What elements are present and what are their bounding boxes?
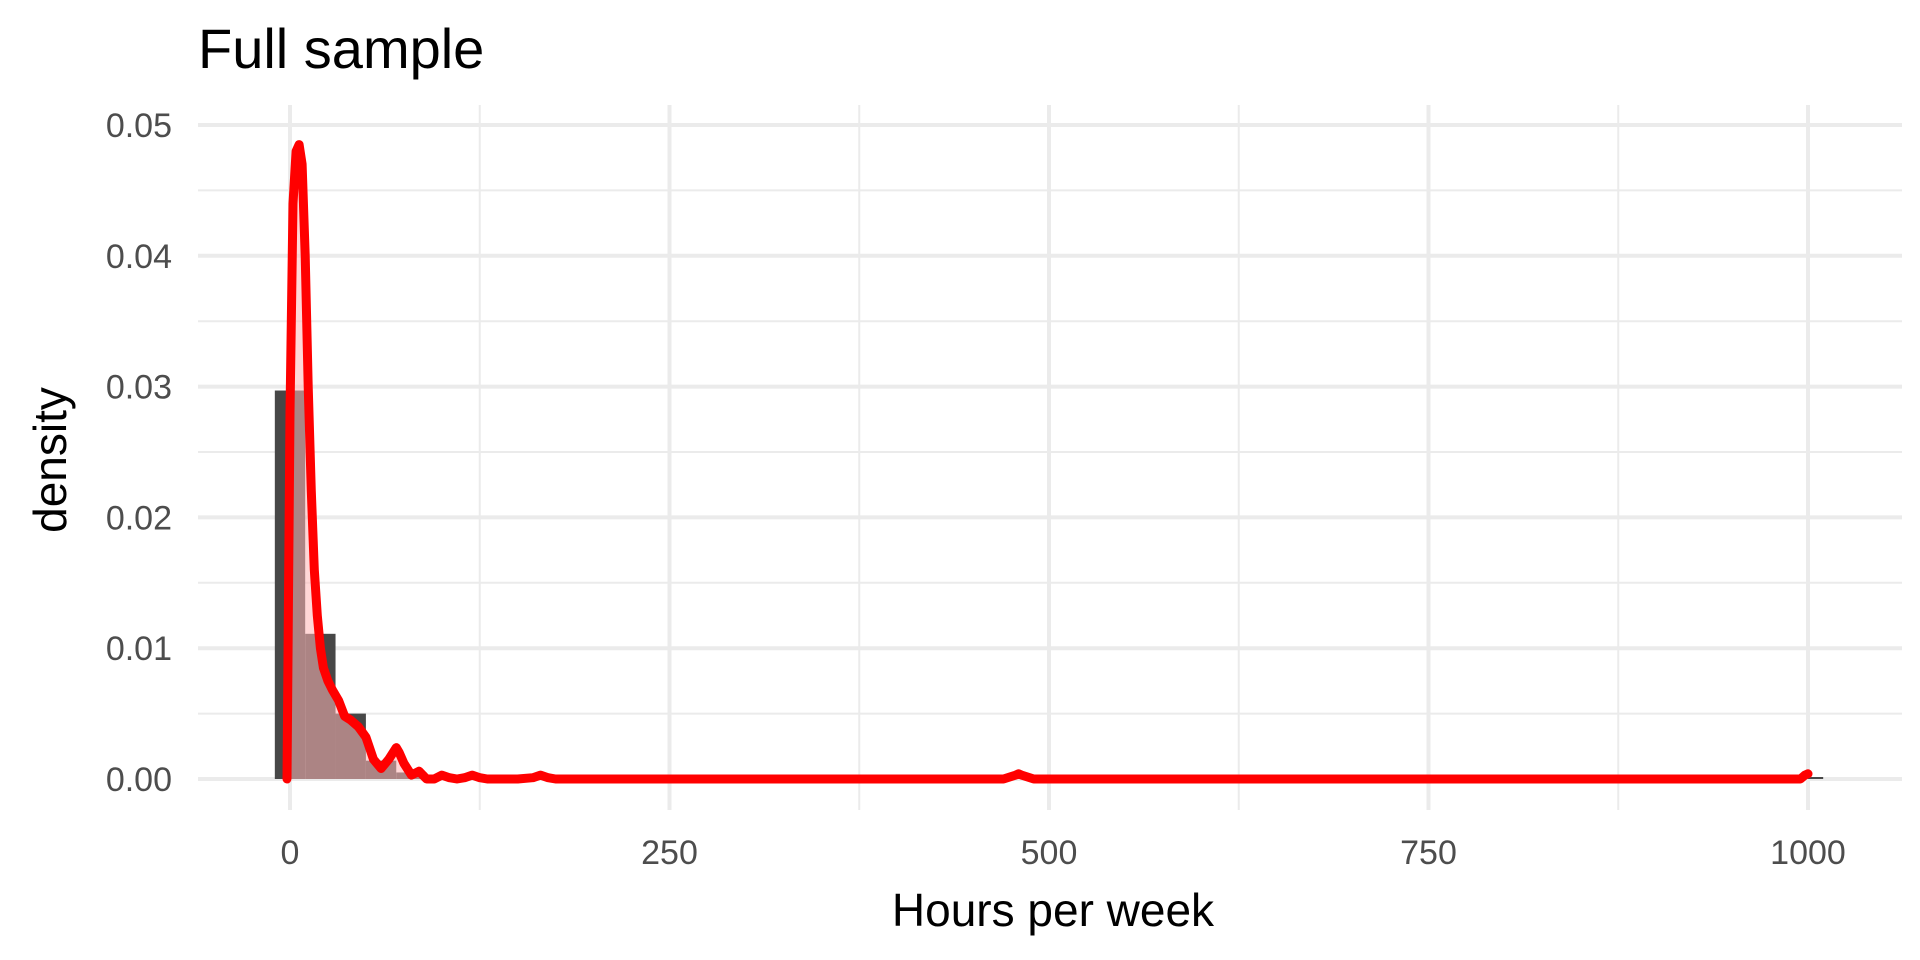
density-curve: [282, 140, 1813, 784]
major-gridlines: [198, 105, 1902, 810]
y-tick-label: 0.04: [106, 238, 172, 276]
y-axis-title: density: [24, 387, 76, 533]
y-tick-label: 0.05: [106, 107, 172, 145]
y-tick-label: 0.02: [106, 499, 172, 537]
y-tick-label: 0.00: [106, 761, 172, 799]
y-tick-label: 0.03: [106, 369, 172, 407]
x-axis-title: Hours per week: [892, 884, 1215, 936]
x-tick-label: 500: [1021, 834, 1078, 872]
x-tick-label: 750: [1400, 834, 1457, 872]
x-tick-label: 1000: [1770, 834, 1846, 872]
x-axis-tick-labels: 0 250 500 750 1000: [281, 834, 1846, 872]
y-tick-label: 0.01: [106, 630, 172, 668]
chart-title: Full sample: [198, 17, 485, 80]
x-tick-label: 0: [281, 834, 300, 872]
x-tick-label: 250: [641, 834, 698, 872]
density-curve-group: [282, 140, 1813, 784]
y-axis-tick-labels: 0.00 0.01 0.02 0.03 0.04 0.05: [106, 107, 172, 799]
